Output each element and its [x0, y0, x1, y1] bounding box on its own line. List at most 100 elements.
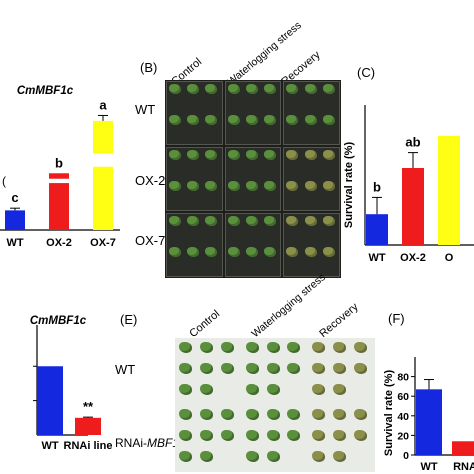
plant-seedling [264, 181, 277, 191]
category-label: OX-7 [90, 237, 116, 249]
significance-label: ab [405, 135, 420, 150]
y-tick-label: 0 [403, 450, 409, 462]
bar-ox-2 [49, 173, 69, 230]
plant-tray [224, 147, 282, 211]
plant-seedling [205, 216, 218, 226]
plant-seedling [266, 363, 280, 374]
category-label: RNAi line [64, 440, 113, 452]
panel-a-chart: CmMBF1c c WT b OX-2 a OX-7 ( [0, 85, 120, 249]
plant-seedling [169, 150, 181, 160]
plant-seedling [354, 430, 368, 441]
plant-seedling [333, 363, 347, 374]
category-label: WT [6, 237, 23, 249]
plant-seedling [245, 451, 259, 462]
plant-tray [310, 407, 373, 470]
plant-seedling [179, 451, 192, 462]
plant-seedling [312, 363, 326, 374]
plant-seedling [266, 451, 280, 462]
plant-seedling [169, 84, 181, 94]
plant-seedling [333, 451, 347, 462]
plant-seedling [322, 216, 335, 226]
plant-seedling [199, 409, 213, 420]
plant-seedling [245, 409, 259, 420]
plant-seedling [287, 430, 301, 441]
significance-label: c [11, 190, 18, 205]
panel-f-label: (F) [388, 311, 405, 326]
panel-e-label: (E) [120, 312, 138, 327]
plant-tray [244, 340, 307, 403]
plant-seedling [286, 115, 299, 125]
panel-d: CmMBF1c WT ** RNAi line [0, 305, 140, 474]
plant-seedling [286, 150, 299, 160]
bar-wt [366, 214, 388, 245]
plant-seedling [245, 363, 259, 374]
plant-seedling [187, 115, 200, 125]
category-label: OX-2 [400, 252, 426, 264]
axis-break-gap [91, 153, 115, 167]
plant-seedling [266, 409, 280, 420]
plant-seedling [322, 150, 335, 160]
plant-seedling [245, 150, 258, 160]
plant-seedling [169, 247, 181, 257]
plant-seedling [187, 84, 200, 94]
plant-seedling [322, 247, 335, 257]
plant-seedling [312, 409, 326, 420]
chart-title: CmMBF1c [17, 85, 74, 97]
plant-tray [166, 213, 223, 277]
plant-seedling [322, 115, 335, 125]
plant-tray [166, 147, 223, 211]
plant-seedling [245, 216, 258, 226]
plant-seedling [264, 84, 277, 94]
plant-seedling [199, 451, 213, 462]
plant-seedling [322, 181, 335, 191]
plant-seedling [245, 342, 259, 353]
panel-a: CmMBF1c c WT b OX-2 a OX-7 ( [0, 80, 140, 280]
plant-seedling [266, 430, 280, 441]
plant-seedling [286, 181, 299, 191]
significance-label: a [99, 97, 107, 112]
plant-seedling [187, 247, 200, 257]
plant-tray [244, 407, 307, 470]
plant-seedling [227, 247, 240, 257]
plant-tray [177, 407, 240, 470]
plant-seedling [266, 384, 280, 395]
plant-seedling [227, 150, 240, 160]
plant-seedling [333, 409, 347, 420]
plant-seedling [286, 247, 299, 257]
plant-seedling [333, 430, 347, 441]
plant-seedling [220, 342, 234, 353]
plant-seedling [304, 150, 317, 160]
bar-rna [452, 441, 474, 455]
plant-seedling [266, 342, 280, 353]
plant-tray [224, 81, 282, 145]
plant-seedling [287, 342, 301, 353]
plant-seedling [264, 247, 277, 257]
y-tick-label: 80 [397, 372, 409, 384]
plant-seedling [227, 115, 240, 125]
y-tick-label: 60 [397, 391, 409, 403]
plant-seedling [227, 181, 240, 191]
plant-seedling [304, 115, 317, 125]
panel-b-photo-grid [165, 80, 341, 278]
plant-tray [283, 81, 340, 145]
plant-seedling [220, 363, 234, 374]
bar-rnai-line [75, 417, 101, 435]
row-label-ox7: OX-7 [135, 233, 166, 248]
plant-tray [166, 81, 223, 145]
plant-seedling [333, 384, 347, 395]
plant-seedling [199, 342, 213, 353]
panel-f-chart: Survival rate (%) 0 20 40 60 80 WT RNA [383, 357, 474, 473]
plant-seedling [245, 84, 258, 94]
category-label: O [445, 252, 454, 264]
plant-seedling [312, 342, 326, 353]
plant-seedling [245, 430, 259, 441]
category-label: RNA [453, 461, 474, 473]
bar-wt [5, 210, 25, 230]
plant-seedling [354, 342, 368, 353]
plant-tray [224, 213, 282, 277]
plant-seedling [179, 363, 192, 374]
panel-e-photo-grid [175, 338, 375, 472]
plant-seedling [205, 115, 218, 125]
plant-tray [283, 147, 340, 211]
plant-seedling [227, 216, 240, 226]
